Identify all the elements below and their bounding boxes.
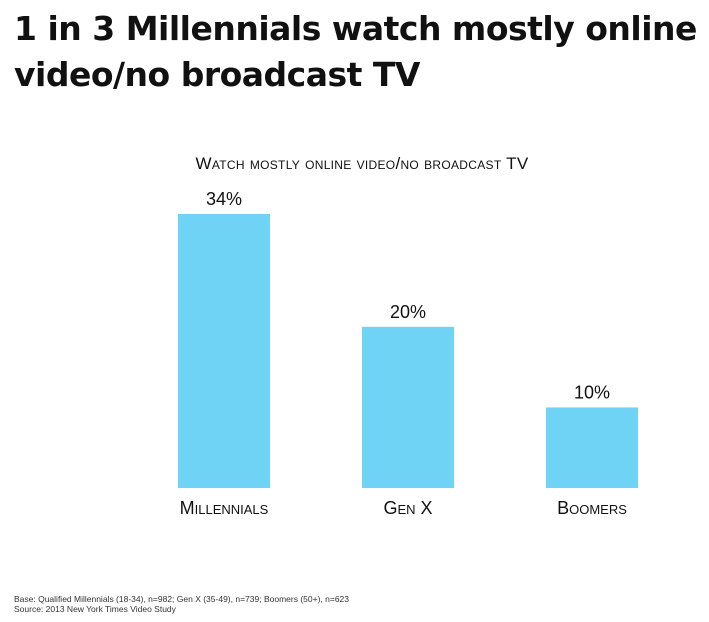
- slide-title: 1 in 3 Millennials watch mostly online v…: [14, 9, 697, 94]
- footnote-source: Source: 2013 New York Times Video Study: [14, 604, 176, 614]
- value-label-millennials: 34%: [206, 189, 242, 209]
- bars-group: [178, 214, 638, 488]
- bar-boomers: [546, 407, 638, 488]
- footnote: Base: Qualified Millennials (18-34), n=9…: [14, 594, 349, 614]
- category-label-millennials: Millennials: [180, 498, 269, 518]
- category-label-gen-x: Gen X: [383, 498, 432, 518]
- category-labels-group: Millennials Gen X Boomers: [180, 498, 628, 518]
- footnote-base: Base: Qualified Millennials (18-34), n=9…: [14, 594, 349, 604]
- category-label-boomers: Boomers: [557, 498, 627, 518]
- value-label-boomers: 10%: [574, 382, 610, 402]
- bar-gen-x: [362, 326, 454, 488]
- bar-millennials: [178, 214, 270, 488]
- bar-chart: Watch mostly online video/no broadcast T…: [178, 154, 638, 518]
- value-label-gen-x: 20%: [390, 302, 426, 322]
- value-labels-group: 34% 20% 10%: [206, 189, 610, 402]
- chart-subtitle: Watch mostly online video/no broadcast T…: [195, 154, 528, 173]
